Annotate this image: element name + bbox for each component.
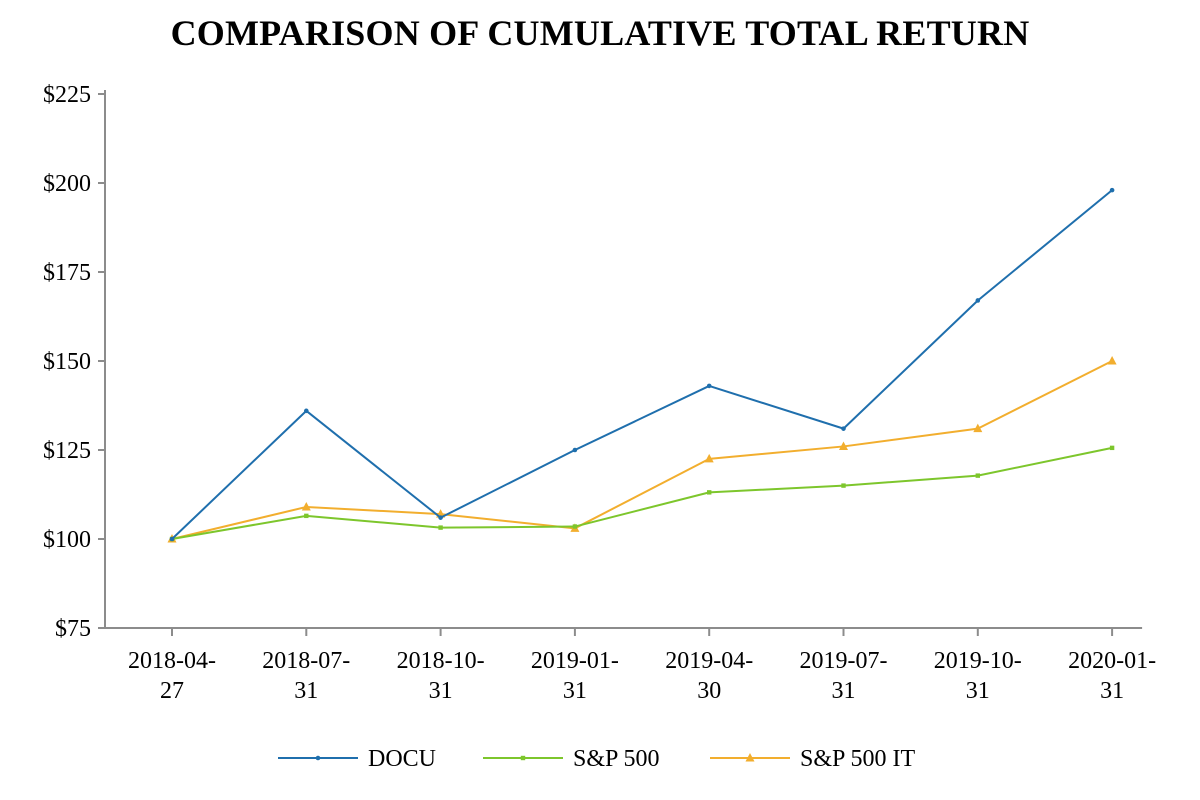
x-tick-label: 2018-10-31 [397,648,485,704]
legend-item: S&P 500 [483,746,659,772]
y-tick-label: $150 [43,349,91,375]
data-point [301,501,311,511]
legend-label: S&P 500 [573,746,659,772]
x-tick-label: 2020-01-31 [1068,648,1156,704]
series-line [171,360,1113,540]
data-point [841,483,846,488]
x-tick-label: 2018-04-27 [128,648,216,704]
data-point [572,524,578,529]
data-point [438,515,443,520]
data-point [975,473,980,478]
data-point [841,426,846,431]
y-tick-label: $225 [43,82,91,108]
data-point [839,441,848,450]
legend-label: DOCU [368,746,436,772]
axes: $75 $100 $125 $150 $175 $200 $225 2018-04-27 201… [43,82,1156,704]
series-docu [169,187,1115,542]
legend-item: S&P 500 IT [710,746,915,772]
y-tick-label: $75 [55,616,91,642]
data-point [572,447,578,453]
data-point [438,525,443,530]
data-point [704,453,714,463]
series-s-p-500-it [167,356,1117,543]
legend-label: S&P 500 IT [800,746,915,772]
y-tick-label: $125 [43,438,91,464]
x-tick-label: 2018-07-31 [262,648,350,704]
data-point [304,513,309,519]
data-point [1109,445,1115,451]
x-tick-label: 2019-07-31 [800,648,888,704]
x-tick-label: 2019-04-30 [665,648,753,704]
data-point [1107,356,1117,365]
data-point [1109,187,1115,193]
legend-item: DOCU [278,746,436,772]
series-line [171,189,1113,540]
x-tick-label: 2019-01-31 [531,648,619,704]
data-point [973,423,983,433]
legend: DOCU S&P 500 S&P 500 IT [278,746,915,772]
data-point [975,298,981,303]
data-point [745,753,755,762]
data-point [304,408,309,414]
y-tick-label: $200 [43,171,91,197]
x-tick-label: 2019-10-31 [934,648,1022,704]
series-line [171,446,1113,540]
data-point [520,755,526,761]
chart-title: COMPARISON OF CUMULATIVE TOTAL RETURN [170,13,1030,53]
y-tick-label: $175 [43,260,91,286]
y-tick-label: $100 [43,527,91,553]
data-point [315,755,321,761]
data-point [706,383,712,389]
data-point [707,490,712,495]
series-layer [167,187,1117,543]
data-point [169,536,175,542]
